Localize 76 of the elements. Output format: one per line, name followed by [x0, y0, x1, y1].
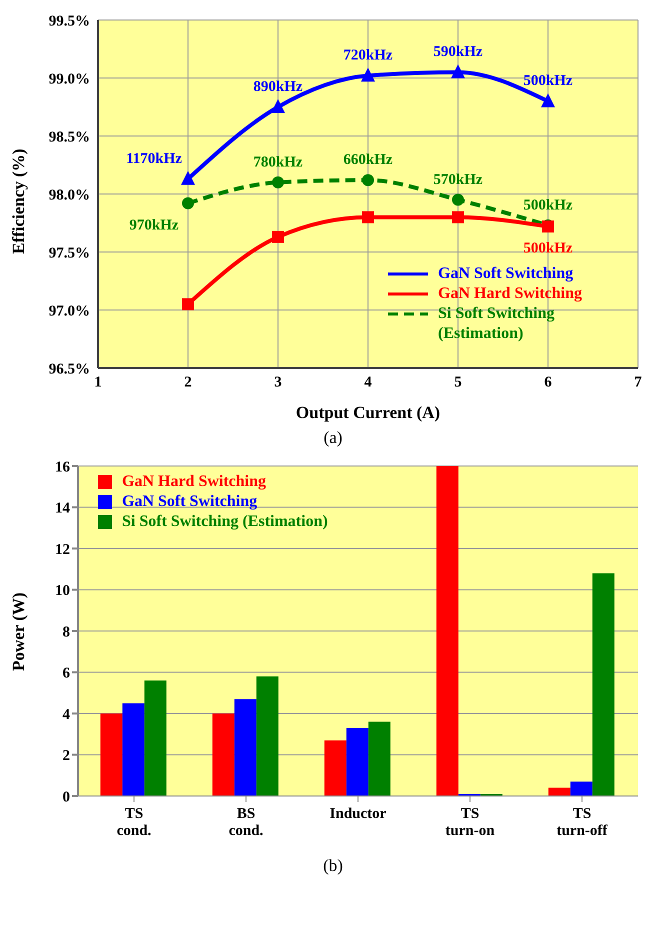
- y-tick-label: 97.0%: [48, 303, 90, 320]
- point: [272, 176, 284, 188]
- annotation: 660kHz: [343, 152, 393, 168]
- bar: [368, 722, 390, 796]
- point: [362, 211, 374, 224]
- y-tick-label: 97.5%: [48, 245, 90, 262]
- point: [541, 93, 555, 108]
- x-tick-label: 1: [94, 374, 102, 391]
- point: [452, 194, 464, 206]
- bar: [324, 740, 346, 796]
- y-tick-label: 99.5%: [48, 13, 90, 30]
- y-tick-label: 98.5%: [48, 129, 90, 146]
- bar: [570, 782, 592, 796]
- y-tick-label: 96.5%: [48, 361, 90, 378]
- point: [451, 64, 465, 78]
- legend-label: Si Soft Switching (Estimation): [122, 512, 328, 532]
- y-tick-label: 14: [55, 500, 70, 517]
- text: (b): [322, 856, 344, 876]
- bar: [592, 573, 614, 796]
- y-tick-label: 12: [55, 542, 70, 558]
- y-tick-label: 98.0%: [48, 187, 90, 204]
- point: [182, 197, 194, 210]
- y-axis-title: Efficiency (%): [9, 148, 28, 254]
- annotation: 970kHz: [129, 217, 179, 234]
- x-tick-label: BS cond.: [228, 806, 264, 839]
- bar: [436, 466, 458, 796]
- y-tick-label: 8: [62, 624, 70, 640]
- x-tick-label: 2: [184, 374, 192, 391]
- legend-label: Si Soft Switching (Estimation): [438, 304, 556, 344]
- legend-label: GaN Hard Switching: [122, 472, 266, 492]
- legend-label: GaN Hard Switching: [438, 284, 582, 304]
- annotation: 500kHz: [523, 240, 573, 256]
- point: [452, 211, 464, 224]
- x-tick-label: TS turn-on: [445, 806, 496, 839]
- y-axis-title: Power (W): [9, 592, 28, 671]
- y-tick-label: 99.0%: [48, 71, 90, 88]
- bar: [144, 680, 166, 796]
- x-tick-label: 5: [454, 374, 462, 391]
- bar: [122, 703, 144, 796]
- x-tick-label: 4: [364, 374, 372, 391]
- bar: [212, 714, 234, 796]
- point: [181, 170, 195, 185]
- annotation: 720kHz: [343, 48, 393, 64]
- y-tick-label: 16: [55, 459, 70, 476]
- bar: [234, 699, 256, 796]
- point: [362, 174, 374, 186]
- y-tick-label: 4: [62, 706, 70, 723]
- legend-label: GaN Soft Switching: [122, 492, 258, 512]
- annotation: 500kHz: [523, 73, 573, 90]
- x-tick-label: 6: [544, 374, 552, 391]
- x-tick-label: Inductor: [330, 806, 387, 822]
- y-tick-label: 0: [62, 789, 70, 806]
- legend-label: GaN Soft Switching: [438, 264, 574, 284]
- bar: [346, 728, 368, 796]
- text: (a): [322, 428, 344, 448]
- bar: [256, 676, 278, 796]
- point: [182, 298, 194, 310]
- annotation: 590kHz: [433, 44, 483, 60]
- x-tick-label: TS cond.: [116, 806, 152, 839]
- y-tick-label: 10: [55, 583, 70, 600]
- y-tick-label: 6: [62, 666, 70, 682]
- annotation: 1170kHz: [126, 150, 182, 167]
- x-tick-label: TS turn-off: [556, 806, 608, 839]
- x-tick-label: 7: [634, 374, 642, 391]
- point: [271, 99, 285, 113]
- annotation: 780kHz: [253, 154, 303, 170]
- x-axis-title: Output Current (A): [296, 403, 440, 422]
- annotation: 500kHz: [523, 197, 573, 214]
- point: [361, 68, 375, 82]
- x-tick-label: 3: [274, 374, 282, 391]
- annotation: 570kHz: [433, 172, 483, 188]
- point: [272, 230, 284, 243]
- bar: [548, 788, 570, 796]
- annotation: 890kHz: [253, 79, 303, 95]
- bar: [100, 714, 122, 796]
- y-tick-label: 2: [62, 748, 70, 764]
